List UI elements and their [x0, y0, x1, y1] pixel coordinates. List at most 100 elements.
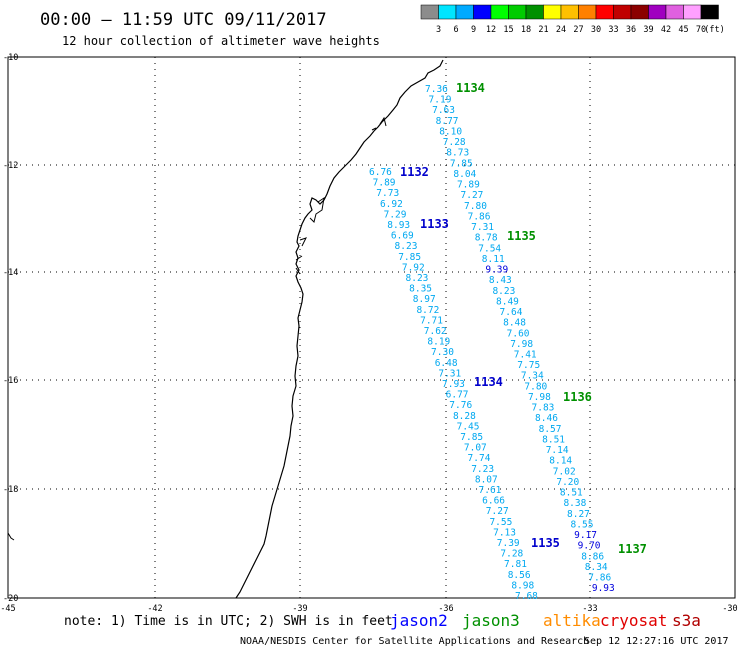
- colorbar-swatch: [508, 4, 527, 20]
- note-text: note: 1) Time is in UTC; 2) SWH is in fe…: [64, 614, 393, 629]
- wave-height-value: 8.86: [581, 551, 604, 562]
- wave-height-value: 7.54: [478, 243, 501, 254]
- wave-height-value: 7.75: [517, 360, 540, 371]
- pass-label: 1135: [531, 536, 560, 550]
- legend-s3a: s3a: [672, 611, 701, 630]
- wave-height-value: 7.61: [479, 485, 502, 496]
- wave-height-value: 8.51: [560, 488, 583, 499]
- colorbar-label: 21: [538, 25, 548, 35]
- wave-height-value: 8.07: [475, 474, 498, 485]
- colorbar-label: 33: [608, 25, 618, 35]
- wave-height-value: 7.73: [376, 188, 399, 199]
- wave-height-value: 7.74: [468, 453, 491, 464]
- wave-height-value: 8.48: [503, 318, 526, 329]
- colorbar-label: 27: [573, 25, 583, 35]
- wave-height-value: 8.23: [395, 241, 418, 252]
- legend-altika: altika: [543, 611, 601, 630]
- latitude-label: -16: [3, 376, 18, 386]
- pass-label: 1135: [507, 229, 536, 243]
- wave-height-value: 6.69: [391, 231, 414, 242]
- longitude-label: -36: [438, 604, 453, 614]
- credit-text: NOAA/NESDIS Center for Satellite Applica…: [240, 636, 589, 647]
- wave-height-value: 7.64: [500, 307, 523, 318]
- wave-height-value: 7.31: [471, 222, 494, 233]
- wave-height-value: 8.78: [475, 233, 498, 244]
- colorbar-label: 36: [626, 25, 636, 35]
- longitude-label: -33: [582, 604, 597, 614]
- coastline: [235, 59, 444, 599]
- wave-height-value: 6.77: [446, 390, 469, 401]
- wave-height-value: 7.34: [521, 371, 544, 382]
- wave-height-value: 7.39: [497, 538, 520, 549]
- colorbar-label: 12: [486, 25, 496, 35]
- wave-height-value: 8.57: [539, 424, 562, 435]
- wave-height-value: 8.23: [492, 286, 515, 297]
- wave-height-value: 8.27: [567, 509, 590, 520]
- wave-height-value: 8.23: [406, 273, 429, 284]
- wave-height-value: 7.55: [489, 517, 512, 528]
- colorbar-swatch: [543, 4, 562, 20]
- wave-height-value: 6.66: [482, 496, 505, 507]
- wave-height-value: 8.49: [496, 296, 519, 307]
- wave-height-value: 6.48: [435, 358, 458, 369]
- wave-height-value: 7.28: [443, 137, 466, 148]
- wave-height-value: 6.76: [369, 167, 392, 178]
- wave-height-value: 9.17: [574, 530, 597, 541]
- wave-height-value: 7.68: [515, 591, 538, 602]
- plot-frame: [7, 56, 736, 599]
- map-title: 00:00 – 11:59 UTC 09/11/2017: [40, 10, 327, 30]
- wave-height-value: 7.89: [457, 180, 480, 191]
- colorbar-label: 3: [436, 25, 441, 35]
- longitude-label: -30: [722, 604, 737, 614]
- pass-number-labels: 1134 1132 1133 1135 1134 1136 1135 1137: [400, 81, 647, 556]
- colorbar-swatch: [473, 4, 492, 20]
- wave-height-value: 8.14: [549, 456, 572, 467]
- wave-height-value: 7.07: [464, 443, 487, 454]
- wave-height-value: 7.80: [464, 201, 487, 212]
- latitude-labels: -10 -12 -14 -16 -18 -20: [3, 53, 18, 604]
- colorbar-swatch: [420, 4, 439, 20]
- colorbar-swatch: [490, 4, 509, 20]
- wave-height-value: 7.60: [507, 328, 530, 339]
- colorbar-label: 39: [643, 25, 653, 35]
- wave-height-value: 8.55: [571, 519, 594, 530]
- longitude-label: -39: [292, 604, 307, 614]
- legend-jason2: jason2: [390, 611, 448, 630]
- wave-height-value: 7.98: [528, 392, 551, 403]
- colorbar-swatch: [648, 4, 667, 20]
- wave-height-value: 7.85: [398, 252, 421, 263]
- wave-height-value: 9.93: [592, 583, 615, 594]
- wave-height-value: 7.85: [450, 158, 473, 169]
- wave-height-value: 8.98: [511, 580, 534, 591]
- wave-height-value: 8.34: [585, 562, 608, 573]
- wave-height-value: 7.27: [461, 190, 484, 201]
- latitude-label: -12: [3, 161, 18, 171]
- wave-height-value: 8.28: [453, 411, 476, 422]
- colorbar-swatch: [578, 4, 597, 20]
- map-subtitle: 12 hour collection of altimeter wave hei…: [62, 34, 380, 48]
- colorbar-label: 45: [678, 25, 688, 35]
- pass-label: 1136: [563, 390, 592, 404]
- wave-height-value: 8.56: [508, 570, 531, 581]
- wave-height-value: 7.20: [556, 477, 579, 488]
- wave-height-value: 8.77: [436, 116, 459, 127]
- wave-height-value: 8.51: [542, 434, 565, 445]
- wave-height-value: 7.45: [457, 421, 480, 432]
- graticule: [8, 57, 735, 598]
- colorbar-label: 42: [661, 25, 671, 35]
- wave-height-value: 7.80: [524, 381, 547, 392]
- wave-height-value: 8.11: [482, 254, 505, 265]
- wave-height-value: 7.19: [429, 95, 452, 106]
- colorbar-swatch: [525, 4, 544, 20]
- wave-height-value: 6.92: [380, 199, 403, 210]
- latitude-label: -18: [3, 485, 18, 495]
- colorbar-label: (ft): [704, 25, 724, 35]
- wave-height-value: 8.38: [563, 498, 586, 509]
- wave-height-value: 8.93: [387, 220, 410, 231]
- wave-height-value: 8.97: [413, 294, 436, 305]
- wave-height-value: 8.10: [439, 126, 462, 137]
- wave-height-value: 7.62: [424, 326, 447, 337]
- wave-height-value: 8.35: [409, 284, 432, 295]
- pass-label: 1133: [420, 217, 449, 231]
